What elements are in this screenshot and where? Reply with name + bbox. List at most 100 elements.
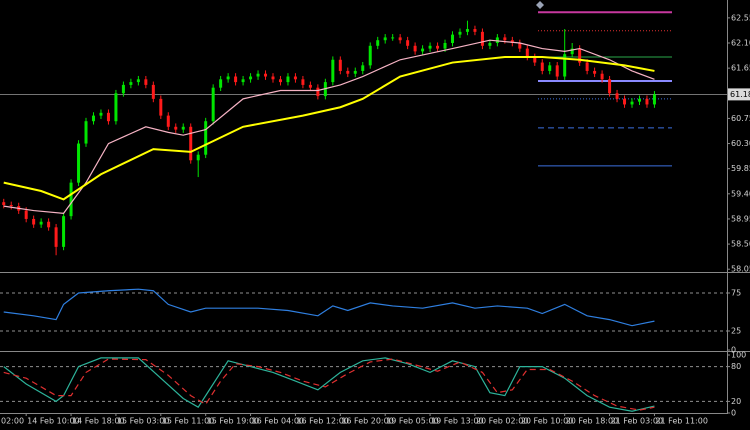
candle-body [465,29,469,32]
candle-body [151,84,155,99]
x-tick-label: 21 Feb 03:00 [611,417,663,426]
indicator-line [3,358,655,411]
candle-body [503,37,507,41]
x-tick-label: 19 Feb 05:00 [386,417,438,426]
x-tick-label: 20 Feb 10:00 [521,417,573,426]
candle-body [406,40,410,46]
candle-body [578,48,582,63]
candle-body [136,79,140,83]
candle-body [69,182,73,217]
x-tick-label: 19 Feb 13:00 [431,417,483,426]
candle-body [361,65,365,71]
candle-body [518,43,522,49]
candle-body [181,126,185,130]
x-tick-label: 02:00 [1,417,24,426]
candle-body [608,79,612,94]
candle-body [204,121,208,155]
candle-body [91,115,95,122]
x-tick-label: 14 Feb 18:00 [72,417,124,426]
candle-body [196,154,200,161]
candle-body [368,45,372,66]
candle-body [308,84,312,88]
candle-body [24,210,28,219]
candle-body [278,79,282,83]
candle-body [480,31,484,46]
candle-body [256,73,260,77]
y-tick-label: 80 [731,362,741,371]
candle-body [47,221,51,228]
candle-body [555,65,559,77]
candle-body [383,37,387,41]
candle-body [458,31,462,35]
candle-body [413,45,417,52]
candle-body [241,79,245,83]
candle-body [271,76,275,80]
candle-body [84,121,88,144]
candle-body [652,94,656,105]
candle-body [473,29,477,32]
candle-body [637,98,641,102]
candle-body [391,37,395,39]
candle-body [39,221,43,225]
x-tick-label: 14 Feb 10:00 [27,417,79,426]
candle-body [106,112,110,122]
candle-body [593,70,597,74]
candle-body [630,101,634,105]
candle-body [62,216,66,247]
candle-body [77,143,81,183]
x-tick-label: 15 Feb 03:00 [117,417,169,426]
candle-body [338,59,342,71]
candle-body [443,43,447,49]
x-tick-label: 20 Feb 18:00 [566,417,618,426]
candle-body [249,76,253,80]
candle-body [428,45,432,49]
candle-body [144,79,148,85]
candle-body [301,79,305,85]
candle-body [129,82,133,85]
candle-body [540,62,544,71]
x-tick-label: 20 Feb 02:00 [476,417,528,426]
candle-body [398,37,402,41]
x-tick-label: 15 Feb 19:00 [207,417,259,426]
y-tick-label: 60.30 [731,139,750,148]
candle-body [563,54,567,77]
candle-body [346,70,350,74]
candle-body [234,76,238,83]
y-tick-label: 60.75 [731,114,750,123]
candle-body [2,202,6,205]
candle-body [623,98,627,105]
y-tick-label: 25 [731,327,741,336]
candle-body [264,73,268,77]
candle-body [211,87,215,122]
indicator-line [3,55,655,201]
indicator-line [3,288,655,327]
candle-body [219,79,223,88]
candle-body [32,218,36,225]
candle-body [166,115,170,127]
candle-body [436,45,440,49]
y-tick-label: 20 [731,397,741,406]
indicator-line [3,357,655,412]
candle-body [600,73,604,80]
candle-body [286,76,290,83]
candle-body [376,40,380,46]
candle-body [488,43,492,46]
current-price-label: 61.18 [730,90,750,99]
y-tick-label: 0 [731,409,736,418]
y-tick-label: 62.10 [731,39,750,48]
candle-body [533,56,537,63]
candle-body [421,48,425,52]
y-tick-label: 75 [731,289,741,298]
indicator-line [3,39,655,214]
candle-body [54,227,58,247]
y-tick-label: 58.50 [731,240,750,249]
candle-body [293,76,297,80]
candle-body [9,204,13,207]
y-tick-label: 100 [731,351,746,360]
candle-body [114,93,118,122]
y-tick-label: 59.40 [731,189,750,198]
x-tick-label: 16 Feb 20:00 [341,417,393,426]
candle-body [331,59,335,83]
candle-body [316,87,320,97]
